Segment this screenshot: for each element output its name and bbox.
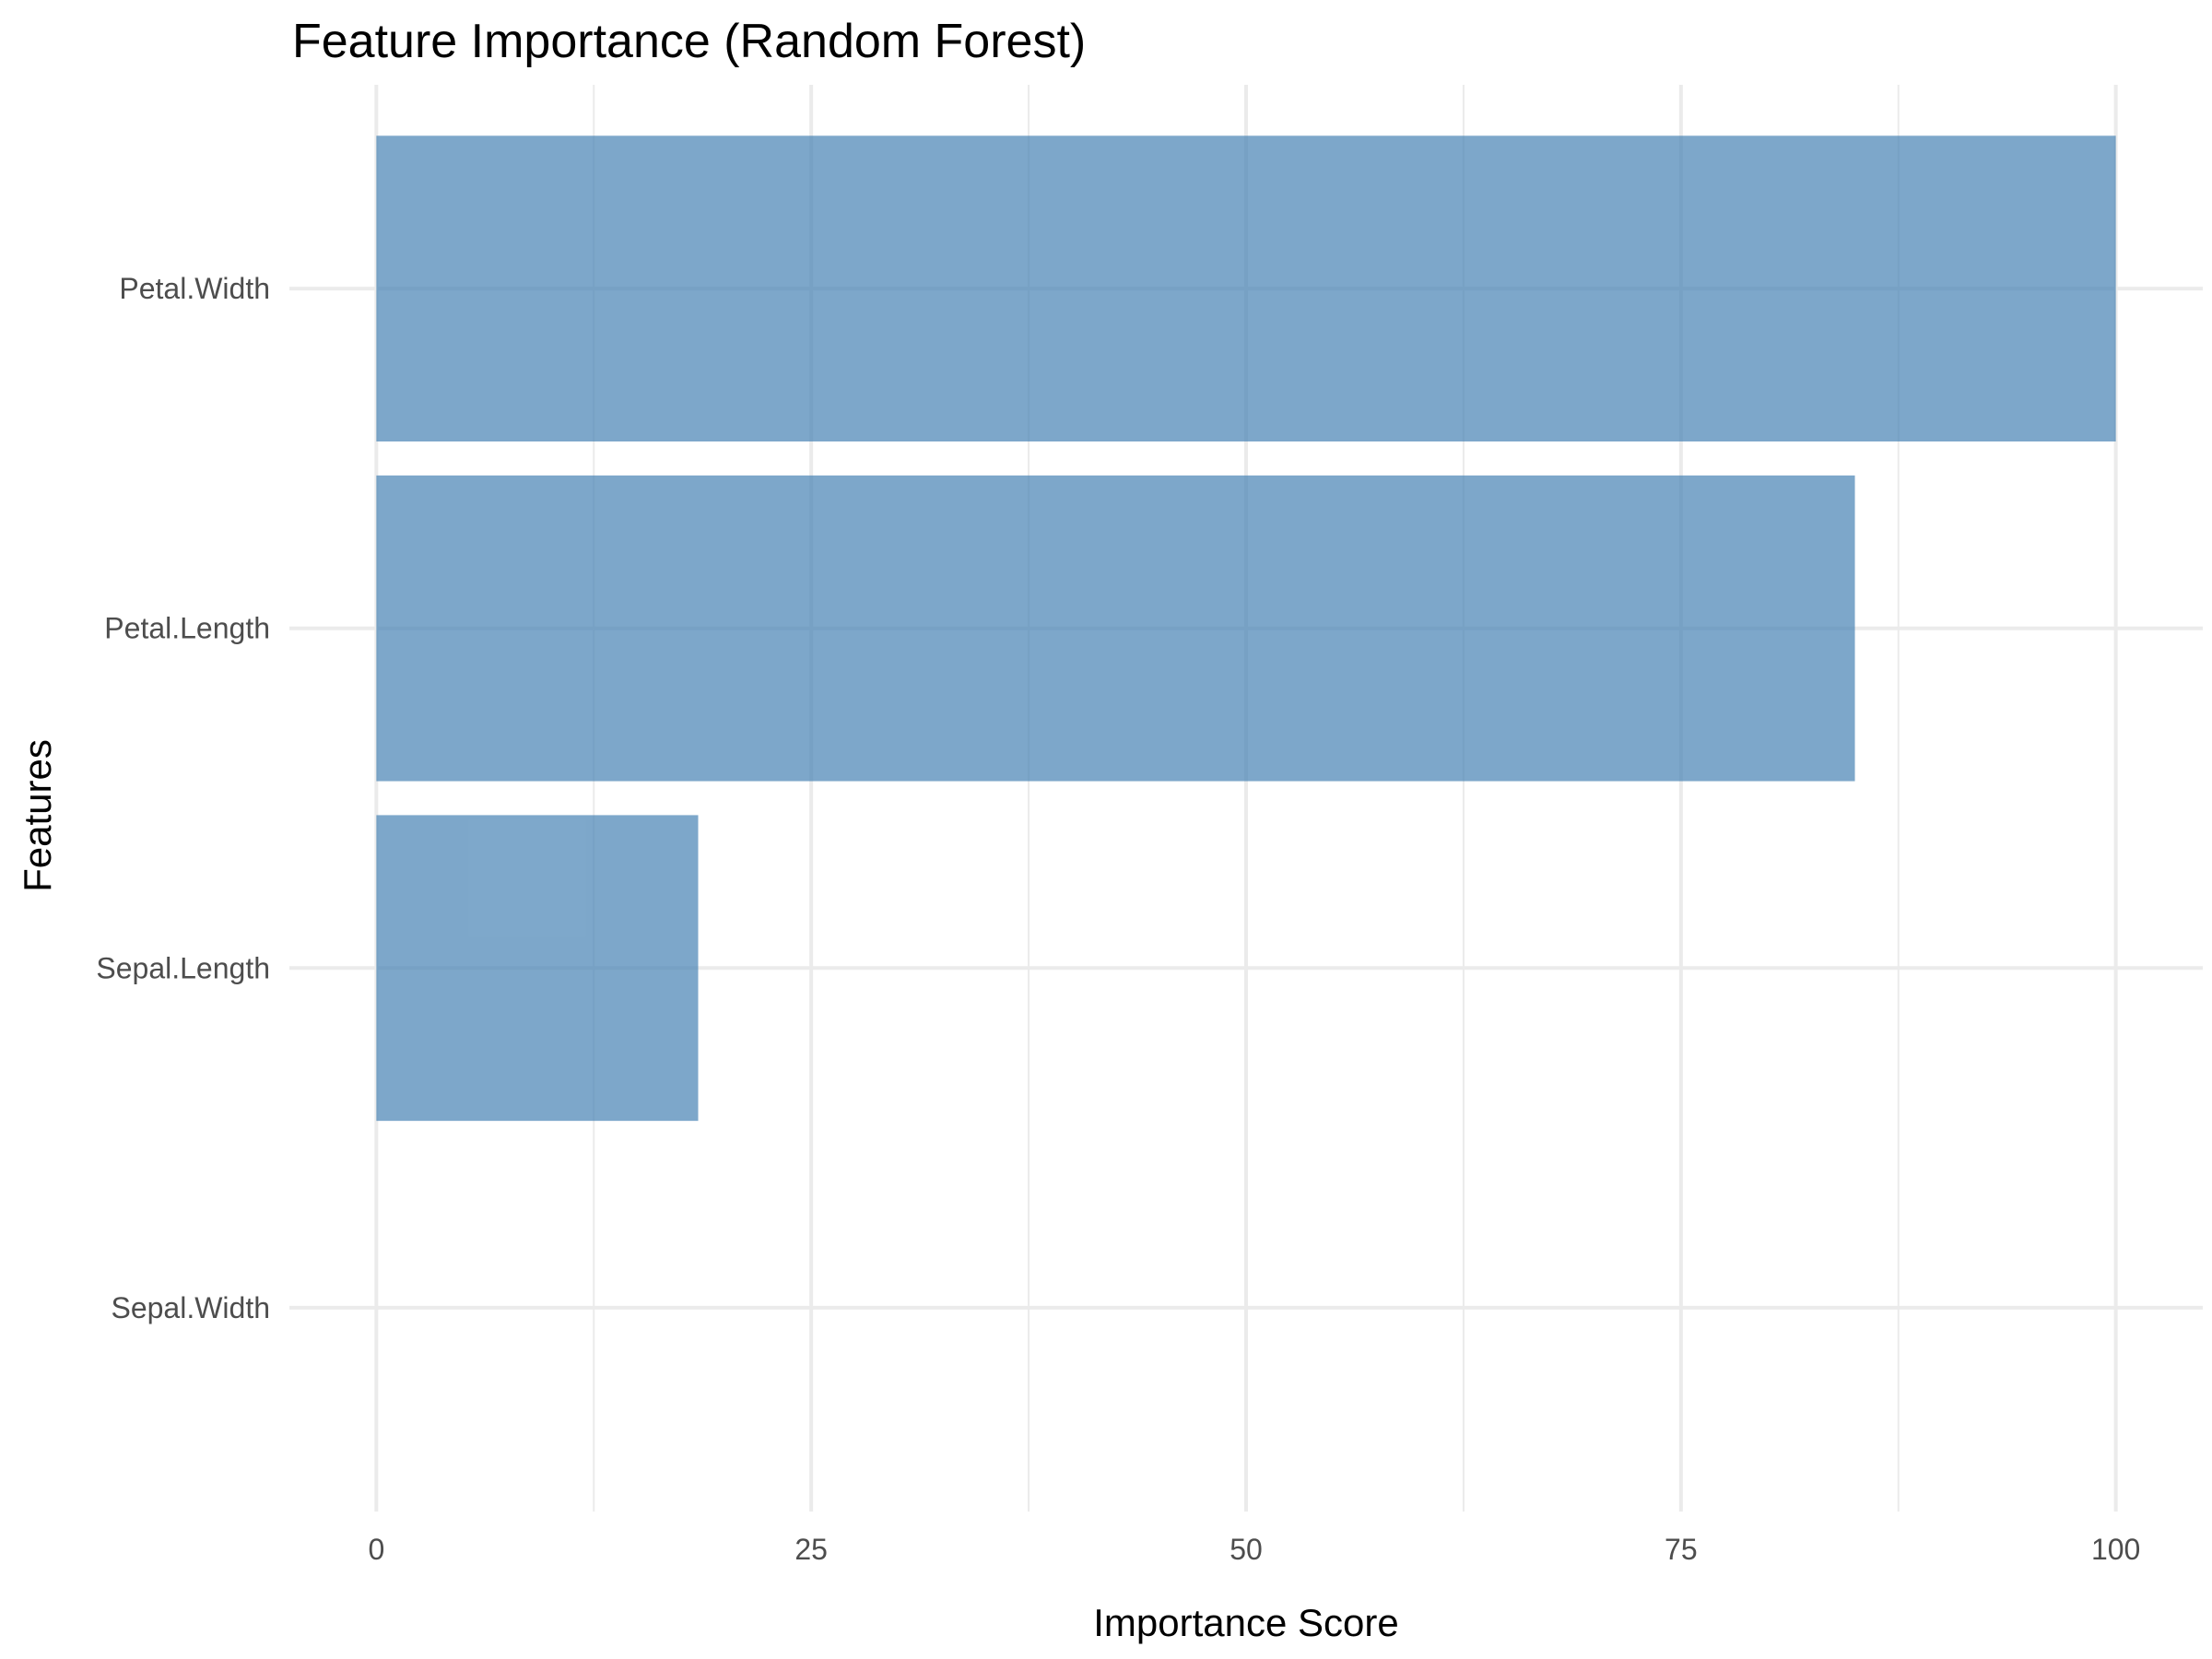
y-tick-label: Sepal.Width xyxy=(111,1291,270,1324)
x-tick-label: 100 xyxy=(2091,1533,2140,1566)
y-tick-label: Sepal.Length xyxy=(96,951,270,984)
bar-petal-length xyxy=(376,475,1855,782)
bar-petal-width xyxy=(376,135,2116,442)
x-axis-title: Importance Score xyxy=(1093,1601,1399,1644)
x-tick-label: 75 xyxy=(1665,1533,1698,1566)
y-tick-label: Petal.Width xyxy=(119,272,270,305)
x-tick-label: 50 xyxy=(1230,1533,1263,1566)
bar-sepal-length xyxy=(376,815,699,1122)
y-tick-label: Petal.Length xyxy=(104,612,270,645)
tick-labels: Petal.Width Petal.Length Sepal.Length Sepal… xyxy=(96,272,2140,1566)
bars xyxy=(376,135,2116,1122)
x-tick-label: 25 xyxy=(794,1533,828,1566)
chart-title: Feature Importance (Random Forest) xyxy=(292,15,1086,68)
x-tick-label: 0 xyxy=(368,1533,384,1566)
y-axis-title: Features xyxy=(16,739,59,892)
